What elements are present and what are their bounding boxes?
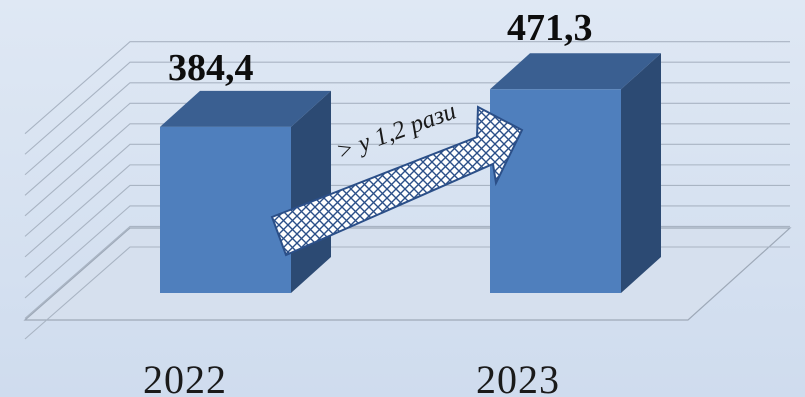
bar-top [160,90,331,127]
growth-arrow-shape [270,105,524,257]
bar-side [621,53,661,293]
value-label-2023: 471,3 [507,7,593,49]
gridline [24,41,790,135]
chart-floor [23,227,792,321]
bar-top [490,53,661,90]
x-tick-2023: 2023 [476,357,560,397]
growth-arrow [270,105,524,257]
bar-2023 [490,53,661,293]
bar-front [160,126,291,293]
value-label-2022: 384,4 [168,47,254,89]
x-tick-2022: 2022 [143,357,227,397]
bar-front [490,89,621,293]
bars [160,53,661,293]
bar-2022 [160,90,331,293]
